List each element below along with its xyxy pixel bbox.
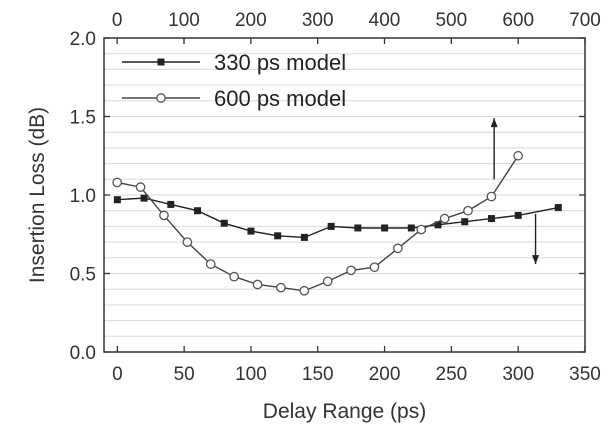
data-point: [205, 259, 216, 269]
x-axis-title: Delay Range (ps): [263, 400, 426, 423]
y-tick-label: 2.0: [70, 29, 96, 50]
annotation-arrows: [490, 118, 540, 265]
x2-tick-label: 400: [369, 10, 401, 31]
data-point: [416, 224, 427, 235]
series-layer: [112, 150, 562, 296]
x2-tick-label: 600: [502, 10, 534, 31]
x2-tick-label: 300: [302, 10, 334, 31]
y-axis: 0.0 0.5 1.0 1.5 2.0: [70, 29, 585, 364]
legend-marker: [157, 58, 165, 66]
legend-label: 600 ps model: [214, 86, 346, 111]
data-point: [274, 232, 282, 240]
x2-tick-label: 200: [235, 10, 267, 31]
data-point: [194, 207, 202, 215]
data-point: [113, 196, 121, 204]
data-point: [247, 227, 255, 235]
data-point: [369, 262, 380, 273]
legend: 330 ps model 600 ps model: [122, 50, 346, 111]
x-tick-label: 50: [174, 364, 195, 385]
data-point: [463, 205, 473, 216]
data-point: [487, 215, 495, 223]
data-point: [346, 265, 356, 276]
data-point: [514, 211, 522, 219]
data-point: [327, 222, 335, 230]
legend-label: 330 ps model: [214, 50, 346, 75]
data-point: [300, 233, 308, 241]
data-point: [322, 276, 333, 287]
data-point: [393, 243, 403, 254]
legend-marker: [156, 93, 166, 103]
x2-tick-label: 700: [569, 10, 601, 31]
data-point: [381, 224, 389, 232]
x2-tick-label: 100: [168, 10, 200, 31]
data-point: [299, 285, 310, 296]
data-point: [167, 200, 175, 208]
y-tick-label: 1.0: [70, 186, 96, 207]
x-tick-label: 250: [436, 364, 468, 385]
y-tick-label: 0.5: [70, 265, 96, 286]
data-point: [112, 177, 123, 188]
annotation-arrow-head: [532, 255, 540, 265]
y-tick-label: 1.5: [70, 108, 96, 129]
data-point: [159, 210, 169, 221]
data-point: [276, 282, 286, 293]
data-point: [252, 279, 263, 290]
data-point: [135, 182, 146, 192]
x-tick-label: 200: [369, 364, 401, 385]
data-point: [220, 219, 228, 227]
top-x-axis: 0 100 200 300 400 500 600 700: [112, 10, 601, 44]
x2-tick-label: 0: [112, 10, 123, 31]
data-point: [354, 224, 362, 232]
x-tick-label: 100: [235, 364, 267, 385]
bottom-x-axis: 0 50 100 150 200 250 300 350: [112, 346, 601, 385]
x-tick-label: 350: [569, 364, 601, 385]
data-point: [229, 271, 239, 282]
data-point: [461, 218, 469, 226]
y-axis-title: Insertion Loss (dB): [26, 107, 49, 283]
data-point: [513, 150, 524, 161]
data-point: [407, 224, 415, 232]
data-point: [486, 191, 497, 202]
x2-tick-label: 500: [435, 10, 467, 31]
data-point: [434, 221, 442, 229]
x-tick-label: 300: [502, 364, 534, 385]
grid-lines: [104, 53, 585, 337]
x-tick-label: 150: [302, 364, 334, 385]
data-point: [182, 237, 193, 247]
data-point: [439, 213, 450, 224]
data-point: [554, 204, 562, 212]
series-line: [117, 155, 519, 292]
x-tick-label: 0: [112, 364, 123, 385]
annotation-arrow-head: [490, 118, 498, 128]
y-tick-label: 0.0: [70, 343, 96, 364]
data-point: [140, 194, 148, 202]
